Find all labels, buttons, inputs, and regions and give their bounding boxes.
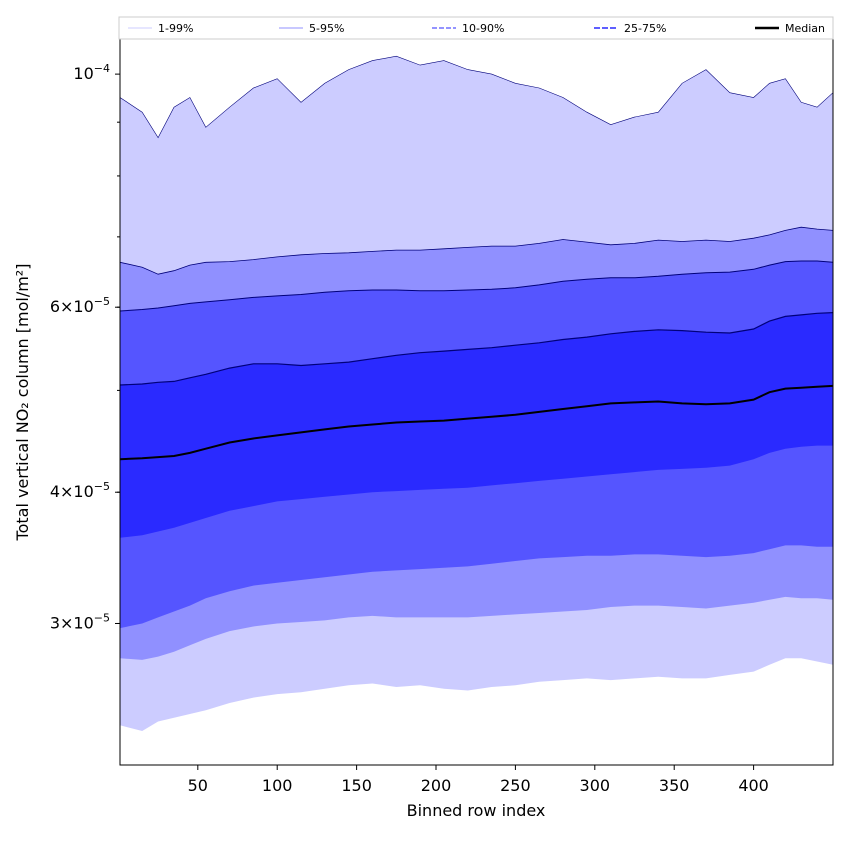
x-tick-label: 200 [421, 776, 452, 795]
legend-frame [118, 16, 834, 40]
legend-label: Median [785, 22, 825, 35]
legend-label: 1-99% [158, 22, 193, 35]
legend: 1-99% 5-95% 10-90% 25-75% Median [118, 16, 834, 40]
legend-label: 5-95% [309, 22, 344, 35]
y-tick-label: 3×10−5 [50, 611, 110, 632]
x-tick-label: 400 [738, 776, 769, 795]
x-tick-label: 50 [188, 776, 208, 795]
y-axis-ticks: 10−4 6×10−5 4×10−5 3×10−5 [50, 62, 120, 632]
x-axis-ticks: 50 100 150 200 250 300 350 400 [188, 765, 769, 795]
x-tick-label: 150 [341, 776, 372, 795]
y-axis-label: Total vertical NO₂ column [mol/m²] [13, 264, 32, 542]
x-tick-label: 300 [580, 776, 611, 795]
percentile-bands [119, 55, 834, 731]
p95-edge-line [119, 226, 834, 275]
x-tick-label: 350 [659, 776, 690, 795]
legend-label: 10-90% [462, 22, 504, 35]
median-layer [119, 384, 834, 461]
y-tick-label: 6×10−5 [50, 295, 110, 316]
x-tick-label: 250 [500, 776, 531, 795]
p75-edge-line [119, 312, 834, 386]
band-25-75 [120, 312, 833, 538]
x-axis-label: Binned row index [407, 801, 546, 820]
median-line [119, 384, 834, 461]
y-tick-label: 10−4 [73, 62, 110, 83]
x-tick-label: 100 [262, 776, 293, 795]
p99-edge-line [119, 55, 834, 139]
legend-label: 25-75% [624, 22, 666, 35]
p90-edge-line [119, 260, 834, 312]
y-tick-label: 4×10−5 [50, 480, 110, 501]
